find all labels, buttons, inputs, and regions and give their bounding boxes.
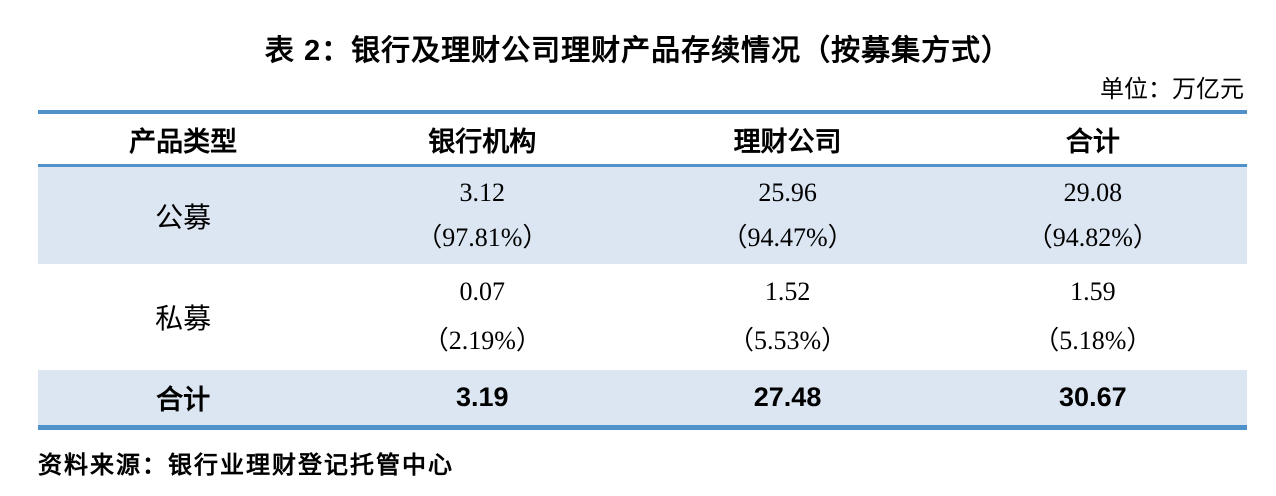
row-label: 私募 xyxy=(155,304,212,335)
table-header-row: 产品类型 银行机构 理财公司 合计 xyxy=(38,114,1247,167)
table-cell: 1.52 （5.53%） xyxy=(636,264,938,370)
header-wealth-management-companies: 理财公司 xyxy=(733,126,842,157)
table-row-public-offering: 公募 3.12 （97.81%） 25.96 （94.47%） 29.08 （9… xyxy=(38,167,1247,264)
cell-percent: （97.81%） xyxy=(416,222,549,252)
cell-percent: （94.47%） xyxy=(721,222,854,252)
cell-value: 1.59 xyxy=(1070,276,1116,306)
header-product-type: 产品类型 xyxy=(129,126,238,157)
total-wmc-value: 27.48 xyxy=(753,382,822,412)
table-cell: 1.59 （5.18%） xyxy=(939,264,1247,370)
total-bank-value: 3.19 xyxy=(456,382,509,412)
table-cell: 29.08 （94.82%） xyxy=(939,167,1247,264)
total-label: 合计 xyxy=(156,385,211,415)
table-cell: 25.96 （94.47%） xyxy=(636,167,938,264)
table-row-private-offering: 私募 0.07 （2.19%） 1.52 （5.53%） 1.59 （5.18%… xyxy=(38,264,1247,370)
header-bank-institutions: 银行机构 xyxy=(428,126,537,157)
table-cell: 0.07 （2.19%） xyxy=(328,264,636,370)
table-row-total: 合计 3.19 27.48 30.67 xyxy=(38,370,1247,425)
cell-percent: （2.19%） xyxy=(422,326,542,356)
data-table: 产品类型 银行机构 理财公司 合计 公募 3.12 （97.81%） 25.96… xyxy=(38,110,1247,430)
cell-percent: （5.18%） xyxy=(1033,326,1153,356)
unit-label: 单位：万亿元 xyxy=(1100,77,1244,103)
cell-value: 3.12 xyxy=(459,177,506,207)
table-title: 表 2：银行及理财公司理财产品存续情况（按募集方式） xyxy=(264,35,1012,67)
cell-value: 29.08 xyxy=(1063,177,1123,207)
header-total: 合计 xyxy=(1065,126,1120,157)
cell-percent: （5.53%） xyxy=(727,326,848,356)
cell-value: 0.07 xyxy=(459,276,506,306)
row-label: 公募 xyxy=(155,202,212,234)
cell-value: 1.52 xyxy=(764,276,811,306)
cell-value: 25.96 xyxy=(758,177,817,207)
cell-percent: （94.82%） xyxy=(1026,222,1159,252)
total-sum-value: 30.67 xyxy=(1059,382,1127,412)
table-cell: 3.12 （97.81%） xyxy=(328,167,636,264)
source-note: 资料来源：银行业理财登记托管中心 xyxy=(38,453,454,479)
